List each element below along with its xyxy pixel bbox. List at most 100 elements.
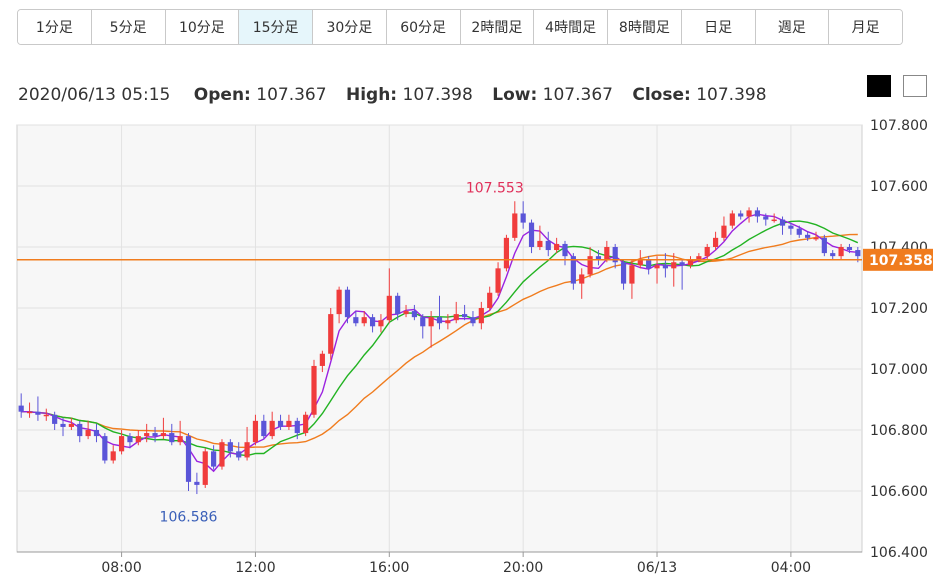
current-price-label: 107.358 [869, 253, 933, 269]
candle-body [403, 311, 409, 315]
candle-body [294, 420, 300, 434]
candle-body [18, 405, 24, 412]
candle-body [328, 314, 334, 354]
tab-timeframe[interactable]: 4時間足 [534, 10, 608, 44]
candle-body [369, 317, 376, 327]
candle-body [102, 436, 108, 461]
candle-body [118, 436, 125, 452]
candle-body [60, 423, 66, 427]
candle-body [763, 216, 769, 220]
high-value: 107.398 [402, 85, 473, 105]
low-marker-label: 106.586 [160, 509, 218, 525]
candle-body [269, 420, 275, 437]
candle-body [411, 311, 417, 318]
candle-body [562, 243, 568, 257]
candle-body [579, 274, 585, 284]
candle-body [202, 451, 208, 485]
x-tick-label: 06/13 [637, 560, 677, 576]
timeframe-tabs: 1分足 5分足 10分足 15分足 30分足 60分足 2時間足 4時間足 8時間足 日足 週足 月足 [17, 9, 903, 45]
tab-timeframe[interactable]: 1分足 [18, 10, 92, 44]
candle-body [537, 240, 543, 247]
datetime-readout: 2020/06/13 05:15 [18, 85, 171, 105]
candle-body [746, 210, 752, 217]
candle-body [277, 420, 284, 427]
open-label: Open: [193, 85, 251, 105]
candle-body [687, 259, 694, 266]
y-tick-label: 106.400 [870, 545, 928, 561]
candle-body [771, 219, 777, 222]
x-tick-label: 16:00 [369, 560, 409, 576]
tab-timeframe[interactable]: 15分足 [239, 10, 313, 44]
candle-body [236, 451, 242, 458]
y-tick-label: 107.600 [870, 179, 928, 195]
tab-timeframe[interactable]: 60分足 [386, 10, 461, 44]
candle-body [821, 237, 827, 254]
candle-body [512, 213, 518, 238]
candle-body [127, 436, 133, 443]
candle-body [846, 247, 853, 251]
candle-body [420, 317, 426, 327]
candle-body [85, 430, 91, 437]
close-value: 107.398 [696, 85, 767, 105]
candle-body [629, 265, 635, 284]
y-tick-label: 107.000 [870, 362, 928, 378]
tab-timeframe[interactable]: 8時間足 [608, 10, 682, 44]
candle-body [160, 433, 167, 437]
candle-body [35, 411, 41, 415]
ohlc-readout: 2020/06/13 05:15 Open: 107.367 High: 107… [18, 85, 767, 105]
dark-theme-button[interactable] [867, 75, 891, 97]
candle-body [671, 262, 677, 269]
candle-body [52, 414, 58, 424]
candle-body [453, 314, 459, 321]
candle-body [704, 247, 710, 257]
plot-area [16, 124, 863, 553]
candle-body [838, 247, 844, 257]
high-marker-label: 107.553 [466, 180, 524, 196]
candle-body [721, 225, 727, 238]
x-tick-label: 08:00 [101, 560, 141, 576]
candle-body [738, 213, 744, 217]
candle-body [462, 314, 468, 318]
candle-body [252, 420, 259, 443]
tab-timeframe[interactable]: 5分足 [91, 10, 166, 44]
candle-body [386, 295, 392, 321]
candle-body [445, 320, 451, 324]
candle-body [620, 262, 627, 284]
candle-body [637, 259, 643, 266]
tab-timeframe[interactable]: 10分足 [165, 10, 240, 44]
candle-body [570, 256, 576, 284]
y-tick-label: 107.800 [870, 118, 928, 134]
tab-timeframe[interactable]: 日足 [681, 10, 756, 44]
candle-body [185, 436, 192, 482]
x-tick-label: 20:00 [503, 560, 543, 576]
candle-body [43, 414, 49, 417]
candle-body [361, 317, 367, 324]
candle-body [788, 225, 794, 229]
candle-body [219, 442, 225, 467]
tab-timeframe[interactable]: 月足 [829, 10, 902, 44]
candle-body [662, 265, 668, 269]
candle-body [244, 442, 250, 458]
tab-timeframe[interactable]: 2時間足 [460, 10, 535, 44]
candle-body [646, 259, 652, 269]
low-value: 107.367 [542, 85, 613, 105]
candle-body [110, 451, 116, 461]
candle-body [286, 420, 292, 427]
candle-body [554, 243, 560, 251]
candle-body [679, 262, 685, 266]
tab-timeframe[interactable]: 週足 [755, 10, 830, 44]
candle-body [336, 289, 342, 315]
candle-body [211, 451, 217, 467]
candle-body [303, 414, 309, 434]
high-label: High: [345, 85, 398, 105]
light-theme-button[interactable] [903, 75, 927, 97]
candle-body [93, 430, 100, 437]
open-value: 107.367 [256, 85, 327, 105]
tab-timeframe[interactable]: 30分足 [313, 10, 387, 44]
candle-body [813, 237, 819, 240]
candle-body [520, 213, 526, 223]
candle-body [478, 308, 484, 324]
candle-body [712, 237, 719, 247]
low-label: Low: [492, 85, 538, 105]
